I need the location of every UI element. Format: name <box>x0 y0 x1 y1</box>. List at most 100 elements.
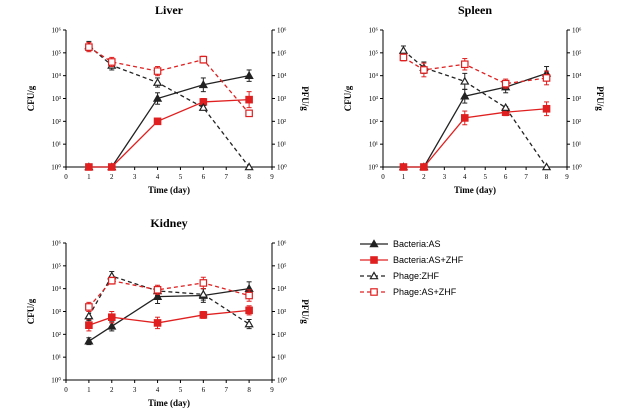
data-point <box>107 276 116 285</box>
series-phage-as-zhf <box>399 53 551 89</box>
chart-title: Spleen <box>458 3 492 17</box>
data-point <box>398 45 409 54</box>
legend-label: Phage:ZHF <box>393 271 440 281</box>
x-tick-label: 7 <box>524 173 528 181</box>
data-point <box>198 102 208 111</box>
series-phage-as-zhf <box>85 276 253 312</box>
x-axis-label: Time (day) <box>148 185 190 195</box>
y-tick-label-left: 10¹ <box>52 354 61 362</box>
data-point <box>460 76 470 85</box>
x-tick-label: 4 <box>463 173 467 181</box>
x-tick-label: 8 <box>247 173 251 181</box>
data-point <box>245 109 253 118</box>
data-point <box>501 79 510 88</box>
data-point <box>542 104 551 113</box>
data-point <box>501 102 511 111</box>
x-axis-label: Time (day) <box>454 185 496 195</box>
data-point <box>152 291 163 300</box>
data-point <box>198 289 208 298</box>
data-point <box>460 114 469 122</box>
x-tick-label: 0 <box>64 386 68 394</box>
series-bacteria-as <box>84 69 254 171</box>
data-point <box>399 163 408 171</box>
y-tick-label-left: 10⁶ <box>52 27 62 35</box>
x-tick-label: 3 <box>133 173 137 181</box>
data-point <box>84 311 94 320</box>
data-point <box>542 74 551 82</box>
data-point <box>244 70 254 79</box>
data-point <box>152 93 163 102</box>
y-tick-label-left: 10⁶ <box>369 27 379 35</box>
y-tick-label-left: 10⁵ <box>52 49 62 57</box>
y-tick-label-right: 10⁰ <box>277 377 287 385</box>
x-tick-label: 2 <box>110 173 114 181</box>
y-tick-label-left: 10² <box>52 118 61 126</box>
x-tick-label: 7 <box>224 386 228 394</box>
x-tick-label: 9 <box>270 173 274 181</box>
series-line <box>88 279 250 308</box>
data-point <box>399 53 408 62</box>
data-point <box>198 79 208 89</box>
y-tick-label-right: 10⁵ <box>277 49 287 57</box>
y-tick-label-left: 10² <box>369 118 378 126</box>
data-point <box>153 319 162 327</box>
y-tick-label-left: 10¹ <box>52 141 61 149</box>
y-tick-label-right: 10¹ <box>277 354 286 362</box>
y-tick-label-right: 10⁶ <box>277 27 287 35</box>
x-tick-label: 4 <box>156 386 160 394</box>
y-tick-label-right: 10¹ <box>572 141 581 149</box>
data-point <box>460 91 470 100</box>
y-axis-label-right: PFU/g <box>300 86 310 111</box>
x-tick-label: 6 <box>202 386 206 394</box>
x-tick-label: 7 <box>224 173 228 181</box>
y-tick-label-left: 10³ <box>52 308 61 316</box>
y-tick-label-left: 10⁰ <box>368 164 378 172</box>
data-point <box>245 306 253 315</box>
x-tick-label: 4 <box>156 173 160 181</box>
y-tick-label-left: 10³ <box>369 95 378 103</box>
y-tick-label-left: 10⁴ <box>369 72 379 80</box>
y-tick-label-right: 10³ <box>277 308 286 316</box>
y-tick-label-right: 10⁶ <box>277 240 287 248</box>
data-point <box>85 303 93 311</box>
y-tick-label-right: 10² <box>277 118 286 126</box>
series-phage-zhf <box>398 45 552 171</box>
y-axis-label-left: CFU/g <box>343 85 353 111</box>
data-point <box>460 60 469 69</box>
y-tick-label-right: 10⁴ <box>277 72 287 80</box>
y-tick-label-left: 10⁵ <box>369 49 379 57</box>
y-tick-label-left: 10³ <box>52 95 61 103</box>
y-tick-label-right: 10⁵ <box>277 262 287 270</box>
y-tick-label-right: 10¹ <box>277 141 286 149</box>
x-tick-label: 2 <box>110 386 114 394</box>
y-tick-label-right: 10² <box>572 118 581 126</box>
x-tick-label: 1 <box>402 173 406 181</box>
y-tick-label-left: 10⁵ <box>52 262 62 270</box>
y-tick-label-right: 10² <box>277 331 286 339</box>
data-point <box>199 55 208 64</box>
series-phage-as-zhf <box>85 42 253 118</box>
y-tick-label-right: 10⁰ <box>277 164 287 172</box>
data-point <box>420 66 428 74</box>
y-tick-label-right: 10⁴ <box>572 72 582 80</box>
data-point <box>85 163 93 171</box>
chart-title: Kidney <box>150 216 187 230</box>
y-tick-label-left: 10⁴ <box>52 72 62 80</box>
series-line <box>88 98 250 168</box>
y-tick-label-right: 10⁶ <box>572 27 582 35</box>
y-tick-label-right: 10⁰ <box>572 164 582 172</box>
y-tick-label-right: 10⁵ <box>572 49 582 57</box>
legend-item: Phage:ZHF <box>360 271 440 281</box>
data-point <box>107 163 116 171</box>
legend-label: Phage:AS+ZHF <box>393 287 457 297</box>
series-bacteria-as <box>398 66 552 171</box>
legend-marker <box>369 271 379 280</box>
data-point <box>107 58 116 66</box>
x-tick-label: 9 <box>565 173 569 181</box>
x-tick-label: 0 <box>381 173 385 181</box>
data-point <box>153 67 162 75</box>
